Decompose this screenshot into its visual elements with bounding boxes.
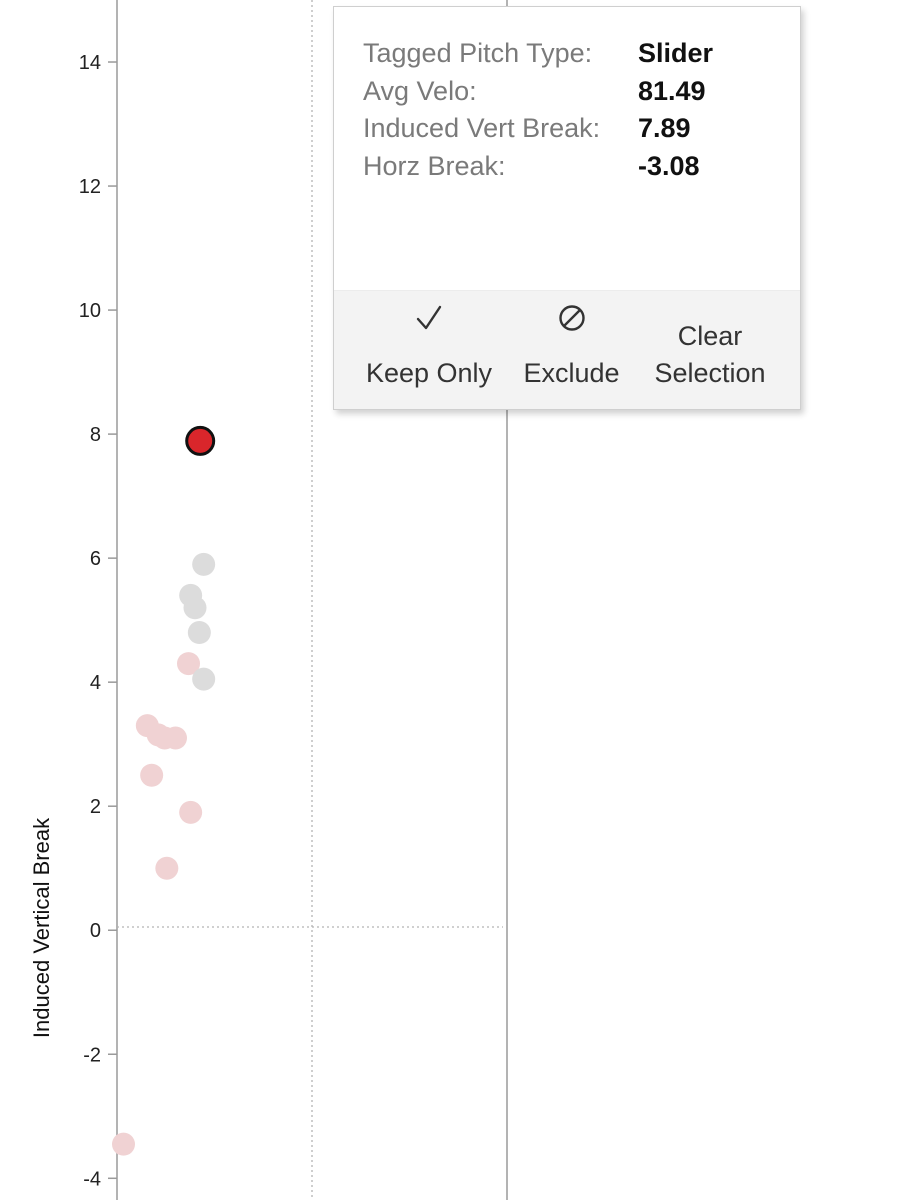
y-tick-label: 4 [90,672,101,694]
scatter-point-selected[interactable] [185,425,216,456]
scatter-point-unselected[interactable] [140,763,164,787]
scatter-point-unselected[interactable] [187,621,211,645]
tooltip-key: Tagged Pitch Type: [363,38,593,68]
y-tick-label: -4 [83,1168,101,1190]
tooltip-value: Slider [638,38,714,68]
tooltip-actions-bar: Keep Only Exclude Clear Selection [334,290,800,409]
y-tick-label: 0 [90,920,101,942]
scatter-point-unselected[interactable] [179,800,203,824]
scatter-point-unselected[interactable] [183,596,207,620]
y-tick-label: 6 [90,548,101,570]
tooltip-value: 7.89 [638,113,691,143]
tooltip-key: Induced Vert Break: [363,113,601,143]
clear-selection-label-line1: Clear [677,321,743,351]
y-tick-label: 2 [90,796,101,818]
y-tick-label: -2 [83,1044,101,1066]
scatter-point-unselected[interactable] [192,667,216,691]
scatter-point-unselected[interactable] [164,726,187,750]
y-axis-title: Induced Vertical Break [29,817,54,1038]
tooltip-panel: Tagged Pitch Type: Slider Avg Velo: 81.4… [333,6,801,410]
tooltip-value: 81.49 [638,75,706,106]
y-tick-label: 10 [79,300,101,322]
scatter-point-unselected[interactable] [112,1132,135,1156]
exclude-button[interactable]: Exclude [509,291,634,409]
exclude-label: Exclude [523,358,620,388]
keep-only-button[interactable]: Keep Only [354,291,504,409]
keep-only-label: Keep Only [365,358,493,388]
clear-selection-button[interactable]: Clear Selection [639,291,781,409]
y-tick-label: 14 [79,52,101,74]
y-tick-label: 12 [79,176,101,198]
scatter-point-unselected[interactable] [192,552,216,576]
scatter-point-unselected[interactable] [177,652,200,676]
scatter-point-unselected[interactable] [155,856,179,880]
tooltip-key: Avg Velo: [363,75,477,106]
prohibit-icon [557,303,587,340]
tooltip-value: -3.08 [638,150,700,181]
y-tick-label: 8 [90,424,101,446]
clear-selection-label-line2: Selection [654,358,766,388]
check-icon [415,303,443,340]
tooltip-key: Horz Break: [363,150,506,181]
